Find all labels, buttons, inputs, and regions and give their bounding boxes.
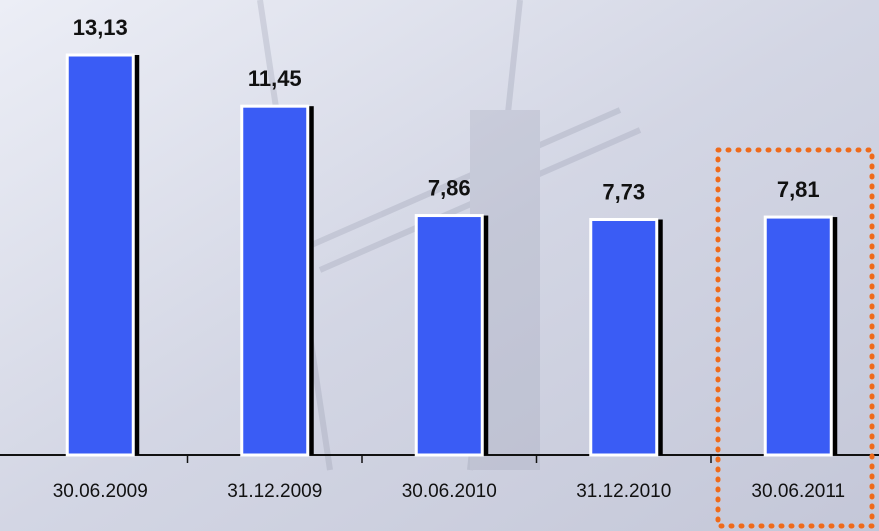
bar [414,214,484,457]
highlight-box [715,147,875,529]
x-tick-label: 30.06.2009 [53,481,148,502]
x-tick-label: 30.06.2011 [751,481,845,502]
x-tick-label: 31.12.2010 [576,481,671,502]
value-label: 11,45 [248,66,302,91]
bar [589,218,659,457]
bar [240,104,310,457]
x-tick-label: 30.06.2010 [402,481,497,502]
value-label: 13,13 [73,15,128,40]
bar [65,53,135,457]
value-label: 7,86 [428,175,471,200]
x-tick-label: 31.12.2009 [227,481,322,502]
value-label: 7,73 [602,179,645,204]
bar [763,215,833,457]
value-label: 7,81 [777,177,820,202]
